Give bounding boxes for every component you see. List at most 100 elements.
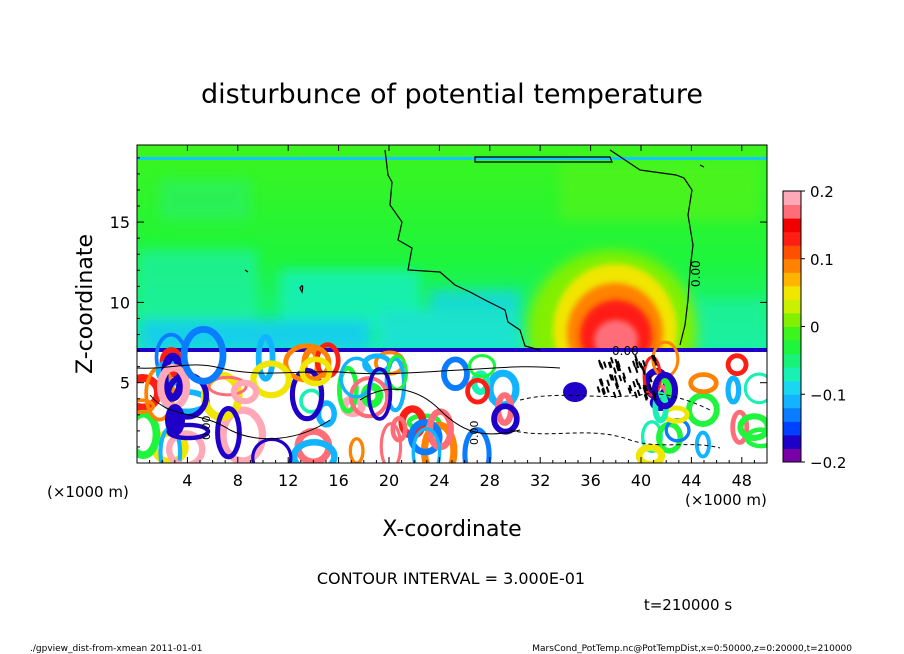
x-axis: 4 8 12 16 20 24 28 32 36 40 44 48: [149, 145, 755, 490]
dashed-contour-57: [602, 387, 606, 394]
colorbar-band-18: [783, 204, 801, 219]
x-tick-label-2: 12: [278, 471, 298, 490]
x-tick-label-8: 36: [580, 471, 600, 490]
convective-cell-18: [379, 422, 403, 463]
dashed-contour-49: [633, 391, 638, 399]
dashed-contour-43: [637, 382, 642, 390]
convective-cell-27: [165, 430, 206, 463]
convective-cell-35: [215, 406, 242, 460]
dashed-contour-32: [632, 360, 636, 368]
dashed-contour-24: [614, 358, 619, 366]
colorbar-tick-label-0: 0.2: [810, 183, 834, 201]
dashed-contour-48: [641, 365, 646, 373]
dashed-contour-50: [599, 363, 604, 370]
convective-cell-41: [250, 360, 292, 399]
x-axis-label: X-coordinate: [382, 517, 521, 542]
convective-cell-50: [465, 377, 490, 405]
colorbar-band-9: [783, 326, 801, 341]
colorbar-band-11: [783, 299, 801, 314]
x-tick-label-11: 48: [732, 471, 752, 490]
convective-cell-57: [348, 437, 365, 463]
convective-cell-right-6: [730, 409, 750, 445]
x-tick-label-6: 28: [480, 471, 500, 490]
convective-cell-42: [462, 427, 492, 463]
x-tick-label-7: 32: [530, 471, 550, 490]
colorbar-band-2: [783, 421, 801, 436]
convective-cell-right-5: [694, 430, 711, 459]
contour-label-3: 0.00: [200, 416, 213, 441]
dashed-contour-52: [601, 388, 606, 396]
dashed-contour-41: [648, 383, 653, 391]
cold-cell-left: [165, 404, 185, 436]
dashed-contour-22: [602, 361, 607, 369]
colorbar-band-8: [783, 340, 801, 355]
colorbar-band-5: [783, 380, 801, 395]
colorbar-tick-label-1: 0.1: [810, 251, 834, 269]
colorbar-band-10: [783, 312, 801, 327]
dashed-contour-5: [612, 391, 617, 399]
convective-cell-36: [441, 356, 470, 391]
colorbar-tick-label-3: −0.1: [810, 386, 846, 404]
colorbar-band-14: [783, 258, 801, 273]
colorbar-tick-label-4: −0.2: [810, 454, 846, 472]
colorbar-band-13: [783, 272, 801, 287]
convective-cell-58: [366, 367, 393, 421]
colorbar-band-4: [783, 394, 801, 409]
convective-cell-right-3: [686, 392, 720, 428]
y-tick-label-0: 5: [120, 374, 130, 393]
colorbar-band-12: [783, 285, 801, 300]
convective-cell-28: [290, 438, 338, 463]
x-tick-label-0: 4: [182, 471, 192, 490]
dashed-contour-28: [613, 375, 618, 382]
colorbar-band-15: [783, 245, 801, 260]
dashed-contour-51: [642, 360, 646, 367]
convective-cell-right-14: [635, 443, 666, 463]
dashed-contour-37: [605, 386, 610, 393]
colorbar-band-0: [783, 448, 801, 463]
convective-cell-51: [251, 437, 293, 463]
contour-label-4: 0.00: [468, 421, 481, 446]
y-axis-label: Z-coordinate: [73, 234, 98, 374]
convective-cell-21: [207, 375, 248, 397]
dashed-contour-58: [634, 354, 639, 362]
dashed-contour-12: [627, 366, 632, 374]
dashed-contour-10: [614, 382, 619, 390]
plot-area: 0.00 0.00 0.00 0.00: [137, 145, 767, 463]
y-tick-label-2: 15: [110, 213, 130, 232]
dashed-contour-59: [606, 379, 611, 387]
x-tick-label-9: 40: [631, 471, 651, 490]
dashed-contour-34: [608, 374, 613, 381]
contour-label-1: 0.00: [689, 260, 703, 287]
convective-cell-right-11: [737, 413, 767, 441]
x-tick-label-3: 16: [328, 471, 348, 490]
colorbar-ticks: 0.2 0.1 0 −0.1 −0.2: [801, 183, 846, 472]
dashed-contour-36: [632, 380, 637, 388]
colorbar-band-6: [783, 367, 801, 382]
dashed-contour-21: [608, 361, 613, 368]
convective-cell-26: [289, 367, 325, 422]
convective-cell-right-7: [725, 353, 749, 377]
colorbar-tick-label-2: 0: [810, 319, 820, 337]
convective-cell-44: [230, 379, 260, 405]
time-label: t=210000 s: [644, 596, 732, 614]
convective-cell-54: [137, 398, 156, 414]
y-tick-label-1: 10: [110, 293, 130, 312]
dashed-contour-46: [652, 394, 657, 401]
convective-cell-59: [390, 416, 408, 443]
footer-left: ./gpview_dist-from-xmean 2011-01-01: [30, 644, 202, 654]
convective-cell-38: [255, 334, 276, 382]
colorbar-band-3: [783, 407, 801, 422]
dashed-contour-18: [622, 372, 627, 379]
dashed-contour-42: [617, 389, 622, 397]
dashed-contour-11: [627, 387, 632, 394]
cold-cell: [563, 382, 587, 402]
dashed-contour-14: [644, 384, 649, 392]
chart-title: disturbunce of potential temperature: [201, 79, 703, 110]
dashed-contour-7: [612, 367, 617, 374]
dashed-contour-20: [615, 364, 620, 372]
colorbar-band-16: [783, 231, 801, 246]
convective-cell-6: [337, 365, 359, 414]
dashed-contour-8: [643, 394, 648, 401]
colorbar-band-1: [783, 434, 801, 449]
